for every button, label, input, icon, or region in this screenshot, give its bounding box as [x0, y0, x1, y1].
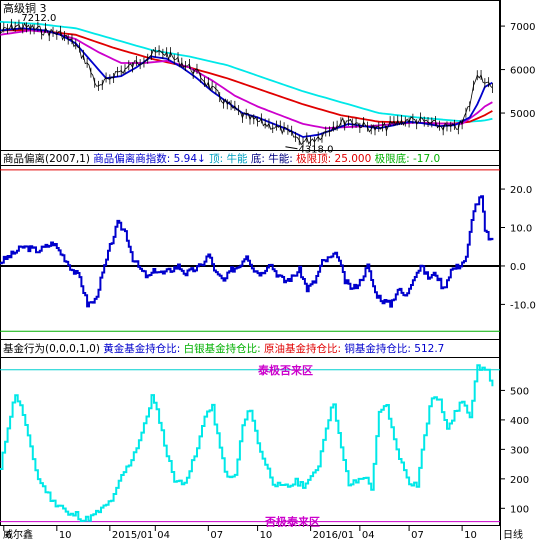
deviation-legend-item: 极限底: -17.0	[375, 152, 441, 165]
dev-y-tick-label: -10.0	[510, 300, 536, 311]
fund-legend: 基金行为(0,0,0,1,0) 黄金基金持仓比: 白银基金持仓比: 原油基金持仓…	[3, 342, 444, 355]
ma_cyan-line	[0, 20, 493, 123]
price-y-tick-label: 7000	[510, 22, 535, 33]
low-pointer	[285, 146, 298, 150]
x-axis: 6 10 2015/01 04 07 10 2016/01 04 07 10	[3, 526, 477, 540]
x-tick-label: 04	[157, 530, 170, 540]
x-tick-label: 2015/01	[112, 530, 154, 540]
x-tick-label: 04	[362, 530, 375, 540]
x-tick-label: 6	[6, 530, 12, 540]
lower-band-label: 否极泰来区	[264, 515, 320, 529]
x-tick-label: 10	[59, 530, 72, 540]
deviation-legend-item: 商品偏离商指数: 5.94↓	[93, 152, 209, 165]
dev-y-tick-label: 20.0	[510, 185, 532, 196]
fund-y-tick-label: 200	[510, 475, 529, 486]
fund-title: 基金行为(0,0,0,1,0)	[3, 342, 103, 355]
fund-line	[0, 364, 494, 522]
upper-band-label: 泰极否来区	[257, 363, 313, 377]
price-y-tick-label: 5000	[510, 109, 535, 120]
fund-y-tick-label: 300	[510, 445, 529, 456]
x-tick-label: 2016/01	[313, 530, 355, 540]
x-tick-label: 07	[210, 530, 223, 540]
fund-legend-item: 白银基金持仓比:	[184, 342, 264, 355]
ma_magenta-line	[0, 29, 493, 130]
low-label: 4318.0	[298, 145, 333, 156]
dev-y-tick-label: 0.0	[510, 262, 526, 273]
dev-y-tick-label: 10.0	[510, 224, 532, 235]
bottom-right-label: 日线	[503, 528, 523, 540]
price-panel-title: 高级铜 3	[3, 1, 47, 15]
deviation-panel: -10.0 0.0 10.0 20.0	[0, 169, 536, 332]
x-tick-label: 10	[464, 530, 477, 540]
fund-y-tick-label: 500	[510, 386, 529, 397]
deviation-line	[0, 195, 494, 308]
deviation-legend-item: 底: 牛能:	[251, 152, 296, 165]
fund-y-tick-label: 100	[510, 504, 529, 515]
deviation-title: 商品偏离(2007,1)	[3, 152, 93, 165]
fund-legend-item: 铜基金持仓比: 512.7	[344, 342, 444, 355]
bottom-left-label: 威尔鑫	[3, 528, 33, 540]
price-y-tick-label: 6000	[510, 66, 535, 77]
x-tick-label: 10	[260, 530, 273, 540]
deviation-legend-item: 顶: 牛能	[209, 152, 251, 165]
deviation-legend: 商品偏离(2007,1) 商品偏离商指数: 5.94↓ 顶: 牛能 底: 牛能:…	[3, 152, 440, 165]
deviation-legend-item: 极限顶: 25.000	[296, 152, 374, 165]
price-line	[0, 22, 493, 146]
price-panel: 5000 6000 7000 7212.0 4318.0	[0, 13, 535, 156]
high-label: 7212.0	[21, 13, 56, 24]
fund-y-tick-label: 400	[510, 416, 529, 427]
x-tick-label: 07	[411, 530, 424, 540]
fund-legend-item: 黄金基金持仓比:	[103, 342, 183, 355]
fund-legend-item: 原油基金持仓比:	[264, 342, 344, 355]
